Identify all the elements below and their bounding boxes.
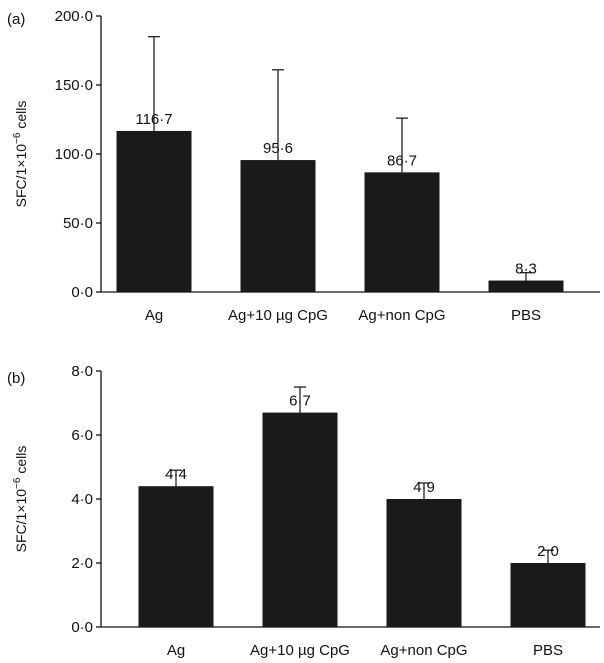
y-tick-label: 0·0 bbox=[71, 619, 93, 636]
data-label: 2·0 bbox=[537, 543, 559, 560]
bar-1 bbox=[138, 486, 214, 627]
x-tick-label: Ag+non CpG bbox=[380, 642, 467, 659]
x-tick-label: Ag+non CpG bbox=[358, 307, 445, 324]
data-label: 86·7 bbox=[387, 152, 417, 169]
bar-1 bbox=[116, 130, 192, 292]
bar-2 bbox=[240, 160, 316, 292]
x-tick-label: Ag+10 µg CpG bbox=[228, 307, 328, 324]
y-tick-label: 200·0 bbox=[55, 8, 93, 25]
x-tick-label: PBS bbox=[533, 642, 563, 659]
y-tick-label: 4·0 bbox=[71, 491, 93, 508]
x-tick-label: Ag bbox=[167, 642, 185, 659]
y-tick-label: 2·0 bbox=[71, 555, 93, 572]
data-label: 8·3 bbox=[515, 261, 537, 278]
bar-4 bbox=[488, 280, 564, 292]
bar-3 bbox=[364, 172, 440, 292]
chart-panel-b: (b) 0·0 2·0 4·0 6·0 8·0 SFC/1×10−6 cells 4·4 Ag 6… bbox=[7, 363, 600, 659]
data-label: 4·9 bbox=[413, 479, 435, 496]
data-label: 6·7 bbox=[289, 393, 311, 410]
y-axis-title: SFC/1×10−6 cells bbox=[12, 101, 29, 208]
data-label: 4·4 bbox=[165, 466, 187, 483]
data-label: 95·6 bbox=[263, 140, 293, 157]
x-tick-label: Ag+10 µg CpG bbox=[250, 642, 350, 659]
y-tick-label: 50·0 bbox=[63, 215, 93, 232]
x-tick-label: Ag bbox=[145, 307, 163, 324]
y-tick-label: 150·0 bbox=[55, 77, 93, 94]
y-tick-label: 6·0 bbox=[71, 427, 93, 444]
data-label: 116·7 bbox=[135, 111, 172, 128]
panel-label: (a) bbox=[7, 11, 25, 28]
bar-2 bbox=[262, 412, 338, 627]
chart-panel-a: (a) 0·0 50·0 100·0 150·0 200·0 SFC/1×10−6 cell… bbox=[7, 8, 600, 324]
y-tick-label: 100·0 bbox=[55, 146, 93, 163]
bar-4 bbox=[510, 563, 586, 627]
y-tick-label: 0·0 bbox=[71, 284, 93, 301]
y-axis-title: SFC/1×10−6 cells bbox=[12, 446, 29, 553]
bar-3 bbox=[386, 499, 462, 627]
x-tick-label: PBS bbox=[511, 307, 541, 324]
y-tick-label: 8·0 bbox=[71, 363, 93, 380]
panel-label: (b) bbox=[7, 370, 25, 387]
